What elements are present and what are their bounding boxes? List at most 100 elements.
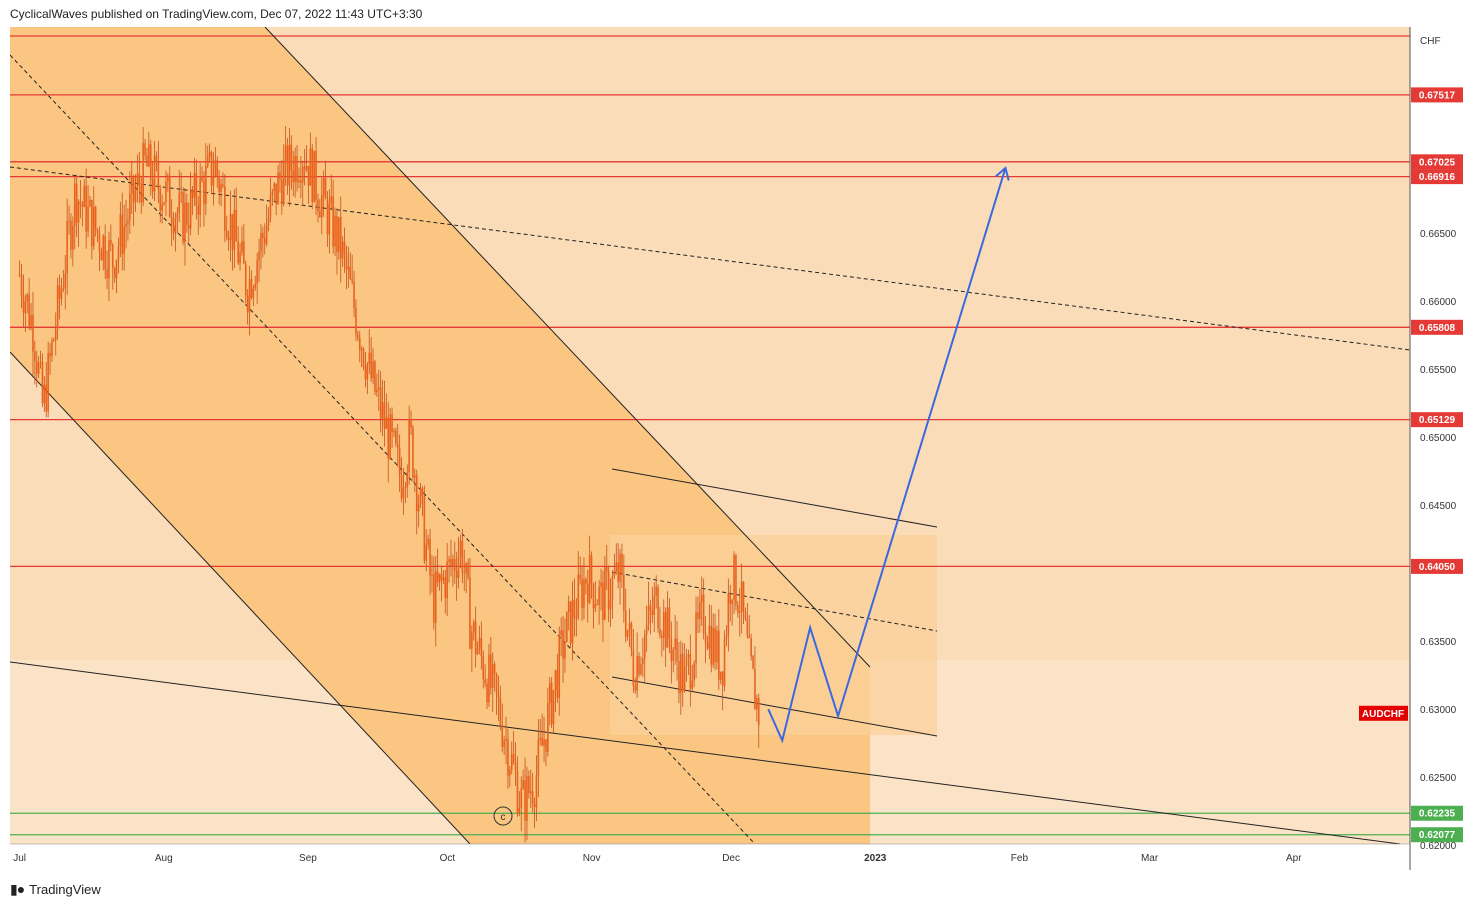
candle-body-0: [18, 274, 21, 275]
candle-body-181: [362, 348, 365, 367]
candle-body-174: [349, 266, 352, 279]
y-tick-2: 0.65500: [1420, 365, 1457, 376]
candle-body-337: [659, 628, 661, 636]
x-tick-2: Sep: [299, 853, 317, 864]
candle-body-294: [577, 574, 580, 618]
candle-body-323: [632, 649, 635, 686]
candle-body-314: [615, 562, 618, 572]
candle-body-155: [313, 150, 315, 203]
candle-body-196: [391, 414, 393, 432]
candle-body-60: [132, 176, 135, 203]
level-tag-bg-1: [1411, 87, 1463, 103]
candle-body-110: [227, 237, 230, 241]
candle-body-345: [674, 638, 676, 650]
candle-body-227: [450, 559, 452, 567]
candle-body-230: [455, 570, 458, 579]
candle-body-139: [282, 162, 285, 205]
candle-body-262: [516, 771, 519, 814]
candle-body-43: [100, 251, 103, 261]
candle-body-379: [738, 611, 741, 613]
candle-body-156: [315, 150, 317, 200]
candle-body-212: [421, 488, 424, 496]
candle-body-287: [564, 641, 566, 659]
candle-body-304: [596, 604, 599, 606]
candle-body-333: [651, 610, 654, 615]
candle-body-169: [339, 216, 342, 259]
candle-body-325: [636, 656, 638, 691]
candle-body-25: [66, 221, 68, 274]
projection-path: [767, 167, 1007, 744]
candle-body-42: [98, 233, 101, 252]
candle-body-316: [619, 553, 621, 582]
candle-body-64: [140, 185, 143, 203]
candle-body-233: [461, 540, 464, 574]
candle-body-141: [286, 145, 289, 186]
candle-body-209: [415, 475, 418, 512]
candle-body-138: [281, 179, 283, 205]
range-top-line: [611, 468, 938, 528]
candle-body-206: [410, 419, 412, 428]
candle-body-115: [237, 241, 239, 264]
candle-body-306: [600, 582, 602, 587]
x-tick-7: Feb: [1011, 853, 1029, 864]
candle-body-86: [182, 192, 184, 243]
candle-body-167: [336, 215, 338, 253]
candle-body-122: [250, 278, 253, 298]
candle-body-107: [222, 184, 224, 187]
candle-body-330: [645, 624, 648, 635]
candle-body-4: [26, 294, 29, 302]
candle-body-320: [626, 629, 629, 637]
candle-body-161: [324, 178, 327, 200]
candle-body-378: [737, 605, 739, 613]
candle-body-358: [699, 601, 701, 620]
candle-body-27: [70, 221, 72, 250]
candle-body-221: [438, 574, 441, 583]
candle-body-108: [224, 186, 226, 231]
candle-body-113: [233, 209, 236, 251]
candle-body-21: [58, 285, 61, 299]
long-support-trendline: [10, 661, 1401, 844]
candle-body-93: [195, 173, 198, 206]
candle-body-267: [526, 775, 528, 821]
candle-body-87: [184, 202, 186, 243]
candle-body-152: [307, 165, 310, 186]
candle-body-276: [543, 739, 545, 746]
candle-body-344: [672, 649, 675, 661]
candle-body-76: [163, 202, 165, 205]
candle-body-74: [159, 189, 162, 211]
candle-body-173: [347, 266, 350, 270]
candle-body-28: [72, 226, 74, 250]
candle-body-147: [298, 180, 300, 183]
candle-body-380: [740, 581, 743, 612]
candle-body-59: [130, 176, 133, 194]
candle-body-47: [108, 239, 110, 279]
candle-body-150: [303, 166, 306, 170]
candle-body-327: [640, 664, 642, 675]
candle-body-17: [51, 340, 53, 357]
candle-body-334: [653, 596, 656, 615]
candle-body-266: [524, 780, 526, 821]
candle-body-247: [488, 654, 490, 703]
candle-body-103: [214, 160, 217, 177]
candle-body-367: [716, 630, 718, 663]
candle-body-228: [452, 558, 454, 567]
candle-body-364: [710, 625, 713, 665]
y-tick-7: 0.62500: [1420, 773, 1457, 784]
candle-body-24: [64, 273, 67, 289]
candle-body-260: [512, 754, 515, 763]
candle-body-226: [448, 559, 450, 562]
candle-body-248: [490, 654, 492, 688]
candle-body-188: [376, 389, 378, 393]
candle-body-183: [366, 364, 369, 380]
candle-body-120: [246, 295, 249, 313]
candle-body-37: [89, 200, 91, 207]
candle-body-336: [657, 586, 659, 629]
candle-body-149: [301, 166, 304, 183]
candle-body-263: [518, 807, 521, 814]
candle-body-118: [243, 241, 245, 264]
candle-body-270: [531, 791, 534, 804]
candle-body-238: [471, 632, 473, 649]
candle-body-48: [110, 239, 112, 245]
candle-body-377: [735, 555, 737, 606]
